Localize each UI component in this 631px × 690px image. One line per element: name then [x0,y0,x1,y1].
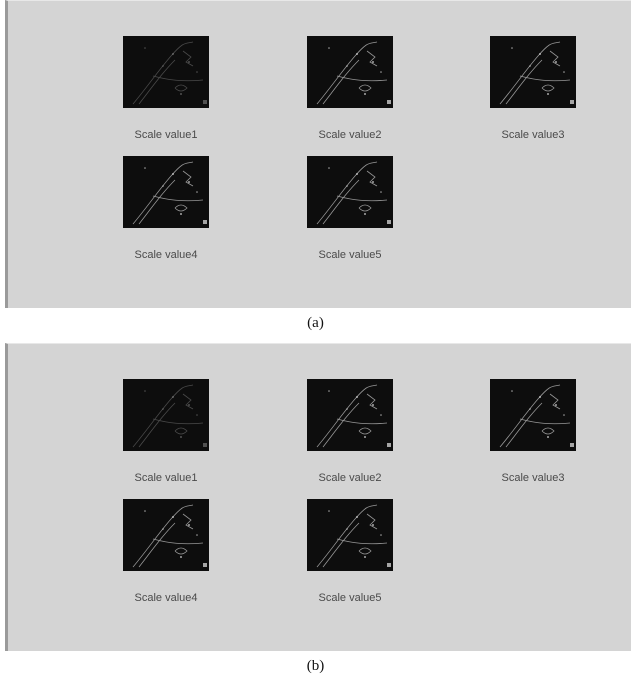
thumbnail [307,499,393,571]
image-tile [307,156,393,228]
screenshot-panel: Scale value1 Scale value2 [5,0,631,308]
image-label: Scale value2 [285,129,415,141]
image-label: Scale value5 [285,249,415,261]
thumbnail [307,379,393,451]
image-label: Scale value3 [468,129,598,141]
thumbnail [123,156,209,228]
image-tile [307,379,393,451]
image-tile [490,36,576,108]
screenshot-panel: Scale value1 Scale value2 [5,343,631,651]
image-label: Scale value1 [101,129,231,141]
image-tile [123,379,209,451]
image-label: Scale value3 [468,472,598,484]
panel-caption: (a) [0,315,631,332]
image-tile [123,156,209,228]
image-tile [123,499,209,571]
thumbnail [490,36,576,108]
image-tile [490,379,576,451]
thumbnail [123,36,209,108]
panel-caption: (b) [0,658,631,675]
image-tile [307,36,393,108]
image-label: Scale value4 [101,249,231,261]
thumbnail [490,379,576,451]
image-tile [307,499,393,571]
thumbnail [307,156,393,228]
thumbnail [307,36,393,108]
image-label: Scale value5 [285,592,415,604]
image-tile [123,36,209,108]
page: Scale value1 Scale value2 [0,0,631,690]
image-label: Scale value4 [101,592,231,604]
thumbnail [123,379,209,451]
thumbnail [123,499,209,571]
image-label: Scale value1 [101,472,231,484]
image-label: Scale value2 [285,472,415,484]
